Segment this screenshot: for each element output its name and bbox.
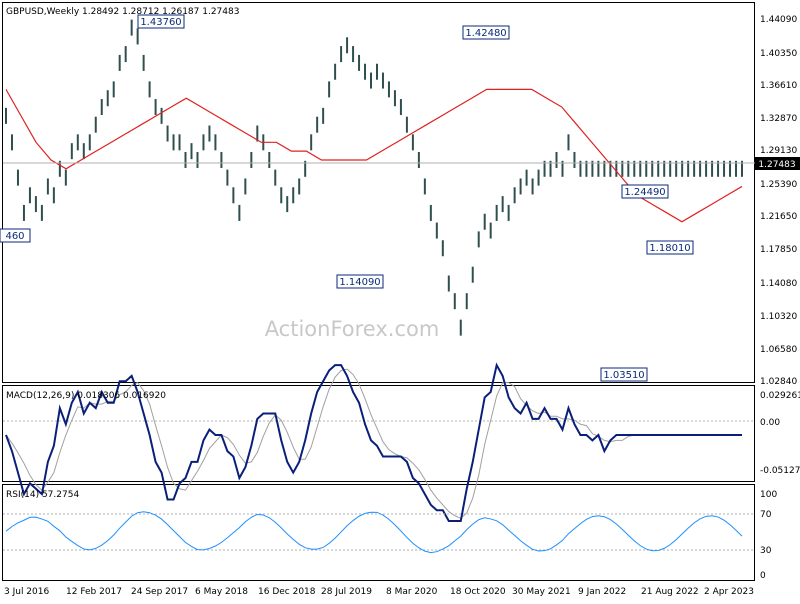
x-tick-5: 28 Jul 2019 [321, 587, 372, 597]
x-tick-1: 12 Feb 2017 [66, 587, 122, 597]
rsi-tick-0: 100 [760, 490, 777, 500]
y-tick-10: 1.06580 [760, 345, 797, 355]
x-tick-4: 16 Dec 2018 [258, 587, 316, 597]
macd-signal-line [5, 368, 742, 519]
x-tick-6: 8 Mar 2020 [386, 587, 438, 597]
macd-panel-frame [2, 385, 755, 482]
annotation-level-4: 1.18010 [649, 243, 690, 254]
y-tick-5: 1.25390 [760, 180, 797, 190]
y-tick-8: 1.14080 [760, 279, 797, 289]
rsi-tick-2: 30 [760, 546, 772, 556]
macd-label: MACD(12,26,9) 0.018306 0.016920 [6, 391, 166, 401]
y-tick-1: 1.40350 [760, 49, 797, 59]
macd-tick-2: -0.051279 [760, 466, 800, 476]
y-tick-2: 1.36610 [760, 81, 797, 91]
annotation-high-2: 1.42480 [465, 28, 506, 39]
annotation-low-6: 1.03510 [603, 370, 644, 381]
macd-tick-0: 0.029261 [760, 391, 800, 401]
last-price-label: 1.27483 [758, 160, 795, 170]
annotation-box-6 [600, 367, 648, 382]
annotation-level-3: 1.24490 [624, 187, 665, 198]
x-tick-0: 3 Jul 2016 [4, 587, 49, 597]
annotation-level-7: 460 [5, 231, 24, 242]
annotation-box-3 [621, 184, 669, 199]
main-panel-frame [2, 2, 755, 383]
y-tick-7: 1.17850 [760, 245, 797, 255]
annotation-high-1: 1.43760 [140, 17, 181, 28]
annotation-box-7 [0, 228, 31, 243]
x-tick-7: 18 Oct 2020 [450, 587, 506, 597]
x-tick-11: 2 Apr 2023 [704, 587, 754, 597]
y-tick-9: 1.10320 [760, 312, 797, 322]
x-tick-10: 21 Aug 2022 [641, 587, 699, 597]
x-tick-3: 6 May 2018 [195, 587, 248, 597]
rsi-line [5, 511, 743, 554]
y-tick-4: 1.29130 [760, 146, 797, 156]
annotation-box-2 [462, 25, 510, 40]
annotation-low-5: 1.14090 [339, 277, 380, 288]
rsi-tick-3: 0 [760, 571, 766, 581]
rsi-tick-1: 70 [760, 510, 772, 520]
y-tick-3: 1.32870 [760, 114, 797, 124]
moving-average-line [5, 88, 743, 223]
rsi-label: RSI(14) 57.2754 [6, 490, 79, 500]
main-header: GBPUSD,Weekly 1.28492 1.28712 1.26187 1.… [6, 7, 239, 17]
annotation-box-5 [336, 274, 384, 289]
annotation-box-4 [646, 240, 694, 255]
y-tick-11: 1.02840 [760, 377, 797, 387]
macd-tick-1: 0.00 [760, 418, 780, 428]
y-tick-6: 1.21650 [760, 212, 797, 222]
x-tick-9: 9 Jan 2022 [578, 587, 626, 597]
rsi-panel-frame [2, 484, 755, 581]
y-tick-0: 1.44090 [760, 15, 797, 25]
last-price-box [755, 157, 800, 170]
x-tick-2: 24 Sep 2017 [131, 587, 188, 597]
annotation-box-1 [137, 14, 185, 29]
watermark: ActionForex.com [265, 317, 440, 341]
macd-line [5, 362, 742, 522]
x-tick-8: 30 May 2021 [512, 587, 571, 597]
